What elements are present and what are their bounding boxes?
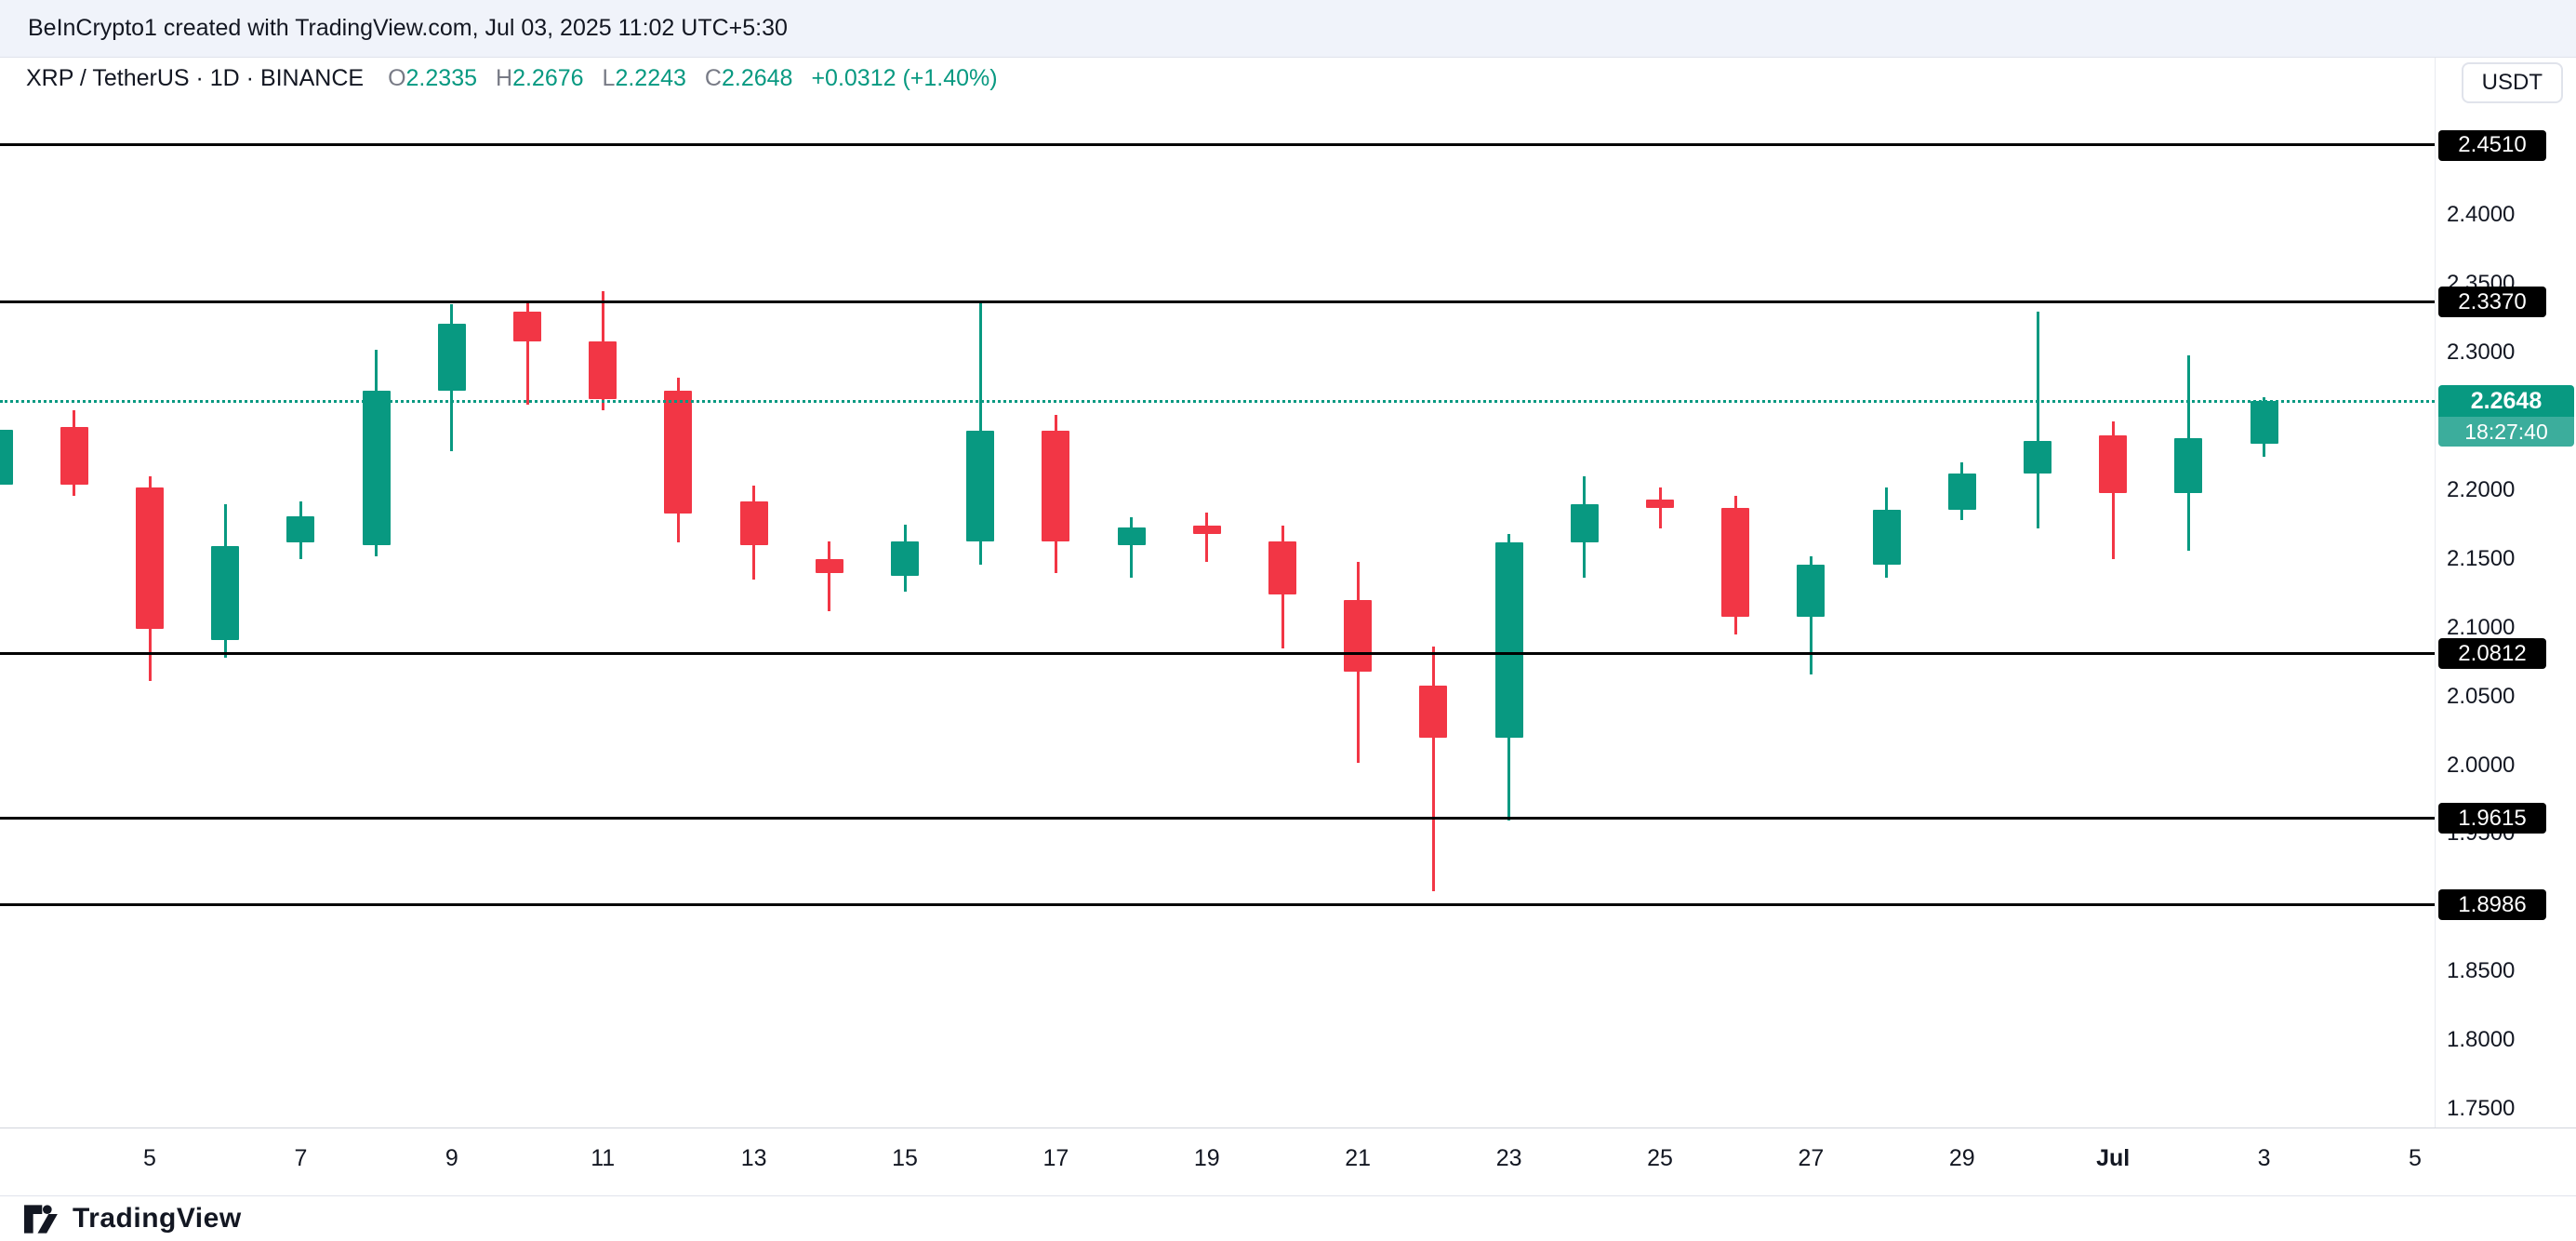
plot-area[interactable] (0, 58, 2435, 1128)
currency-toggle-button[interactable]: USDT (2461, 62, 2563, 103)
symbol-title[interactable]: XRP / TetherUS · 1D · BINANCE (26, 65, 365, 91)
ohlc-close: C2.2648 (704, 65, 793, 91)
time-tick-label: 7 (294, 1145, 308, 1171)
time-tick-label: 5 (143, 1145, 156, 1171)
candle[interactable] (1117, 527, 1146, 545)
candle[interactable] (286, 515, 315, 543)
ohlc-low: L2.2243 (602, 65, 686, 91)
time-tick-label: 9 (445, 1145, 458, 1171)
candle[interactable] (2024, 440, 2052, 474)
price-tick-label: 1.7500 (2447, 1096, 2516, 1122)
bar-countdown: 18:27:40 (2438, 417, 2574, 447)
candle[interactable] (664, 391, 693, 514)
horizontal-line[interactable] (0, 300, 2435, 303)
time-tick-label: 23 (1495, 1145, 1522, 1171)
candle[interactable] (1268, 540, 1296, 595)
price-tick-label: 1.8000 (2447, 1027, 2516, 1053)
price-line-label: 1.9615 (2438, 803, 2546, 834)
tradingview-logo[interactable]: TradingView (24, 1203, 242, 1234)
candle[interactable] (1721, 508, 1750, 617)
candle[interactable] (513, 311, 541, 342)
candle[interactable] (1646, 500, 1674, 509)
candle[interactable] (2099, 434, 2128, 493)
footer-bar: TradingView (0, 1195, 2576, 1241)
candle[interactable] (136, 487, 164, 630)
time-tick-label: 29 (1948, 1145, 1975, 1171)
tradingview-logo-icon (24, 1204, 58, 1234)
candle[interactable] (2174, 437, 2203, 493)
price-tick-label: 1.8500 (2447, 958, 2516, 984)
candle[interactable] (739, 500, 768, 545)
time-tick-label: 5 (2409, 1145, 2422, 1171)
time-axis[interactable]: 5 7 9 11 13 15 17 19 21 23 25 27 29 Jul 3 5 (0, 1128, 2576, 1195)
candle[interactable] (60, 426, 88, 485)
time-tick-label: 15 (892, 1145, 918, 1171)
candle-wick (828, 540, 831, 611)
current-price-line (0, 400, 2435, 404)
ohlc-values: O2.2335 H2.2676 L2.2243 C2.2648 +0.0312 … (388, 65, 998, 92)
time-tick-label: 25 (1647, 1145, 1673, 1171)
candle-wick (1431, 647, 1435, 892)
candle[interactable] (1797, 564, 1826, 617)
horizontal-line[interactable] (0, 651, 2435, 655)
price-line-label: 2.0812 (2438, 638, 2546, 670)
time-tick-label: 3 (2257, 1145, 2271, 1171)
price-line-label: 1.8986 (2438, 889, 2546, 921)
candle[interactable] (1494, 542, 1523, 738)
candle[interactable] (211, 546, 240, 640)
symbol-header: XRP / TetherUS · 1D · BINANCE O2.2335 H2… (26, 65, 998, 92)
candle[interactable] (1872, 509, 1901, 565)
candle[interactable] (362, 391, 391, 545)
attribution-text: BeInCrypto1 created with TradingView.com… (28, 15, 788, 41)
price-tick-label: 2.1500 (2447, 545, 2516, 571)
chart-area[interactable]: 2.4000 2.3500 2.3000 2.2000 2.1500 2.1000 2.05… (0, 58, 2576, 1195)
candle-wick (2036, 311, 2039, 529)
candle[interactable] (966, 431, 995, 541)
horizontal-line[interactable] (0, 143, 2435, 147)
time-tick-label: 11 (591, 1145, 616, 1171)
attribution-bar: BeInCrypto1 created with TradingView.com… (0, 0, 2576, 58)
tradingview-logo-text: TradingView (73, 1203, 242, 1234)
candle[interactable] (589, 341, 617, 400)
candle-wick (1658, 487, 1662, 529)
candle[interactable] (437, 324, 466, 392)
candle[interactable] (1042, 431, 1070, 541)
time-tick-label: 19 (1193, 1145, 1220, 1171)
candle[interactable] (0, 429, 13, 485)
candle-wick (1130, 517, 1134, 579)
change-value: +0.0312 (+1.40%) (811, 65, 998, 91)
time-tick-label: 27 (1798, 1145, 1825, 1171)
price-axis[interactable]: 2.4000 2.3500 2.3000 2.2000 2.1500 2.1000 2.05… (2435, 58, 2576, 1195)
candle[interactable] (1947, 474, 1976, 510)
horizontal-line[interactable] (0, 816, 2435, 820)
price-tick-label: 2.3000 (2447, 340, 2516, 366)
candle[interactable] (1570, 503, 1599, 543)
candle-wick (1205, 512, 1209, 562)
price-line-label: 2.3370 (2438, 287, 2546, 318)
time-tick-label: 17 (1042, 1145, 1069, 1171)
time-tick-label: Jul (2096, 1145, 2131, 1171)
current-price-value: 2.2648 (2438, 385, 2574, 418)
time-tick-label: 13 (740, 1145, 767, 1171)
candle[interactable] (1192, 526, 1221, 535)
candle[interactable] (891, 540, 919, 576)
current-price-label: 2.2648 18:27:40 (2438, 385, 2574, 447)
price-tick-label: 2.0000 (2447, 752, 2516, 778)
candle[interactable] (2250, 401, 2278, 445)
ohlc-high: H2.2676 (496, 65, 584, 91)
price-line-label: 2.4510 (2438, 129, 2546, 161)
price-tick-label: 2.1000 (2447, 614, 2516, 640)
horizontal-line[interactable] (0, 902, 2435, 906)
candle-wick (525, 300, 529, 406)
price-tick-label: 2.0500 (2447, 683, 2516, 709)
candle[interactable] (1419, 685, 1448, 738)
ohlc-open: O2.2335 (388, 65, 477, 91)
price-tick-label: 2.2000 (2447, 476, 2516, 502)
time-tick-label: 21 (1345, 1145, 1372, 1171)
price-tick-label: 2.4000 (2447, 202, 2516, 228)
candle[interactable] (1344, 600, 1373, 672)
candle[interactable] (815, 558, 843, 573)
